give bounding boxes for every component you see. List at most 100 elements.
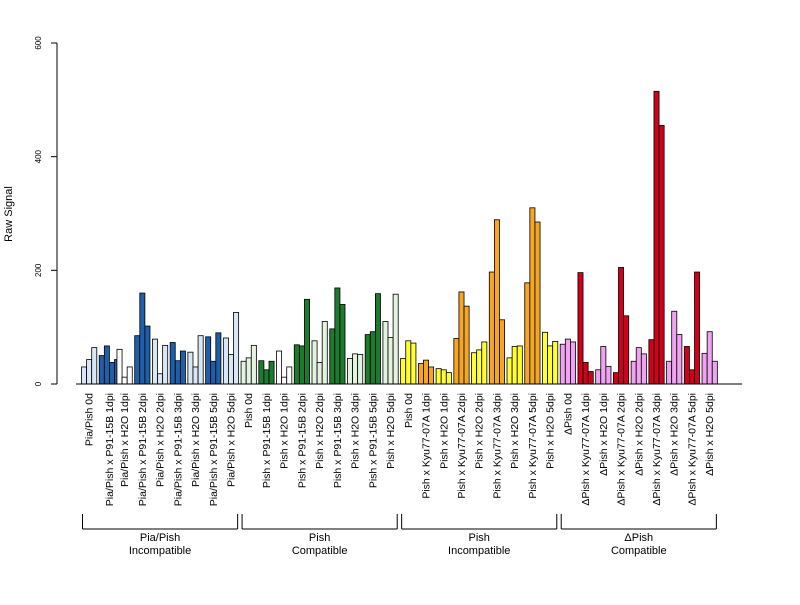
category-label: Pia/Pish x H2O 1dpi [119, 393, 131, 487]
category-label: Pish x H2O 2dpi [314, 393, 326, 469]
bar [506, 357, 513, 385]
bar [179, 350, 186, 385]
bar [250, 344, 257, 385]
bar [304, 298, 310, 385]
bar [311, 340, 318, 385]
category-label: Pia/Pish 0d [84, 393, 96, 446]
category-label: Pish x Kyu77-07A 3dpi [491, 393, 503, 499]
category-label: Pish x P91-15B 5dpi [367, 393, 379, 488]
category-label: ΔPish x H2O 5dpi [704, 393, 716, 476]
bar [582, 362, 589, 385]
bar [91, 347, 98, 385]
bar [481, 341, 488, 385]
bar [240, 360, 247, 385]
bar [98, 355, 105, 385]
bar [564, 338, 571, 385]
bar [694, 271, 701, 385]
category-label: Pia/Pish x H2O 2dpi [155, 393, 167, 487]
bar [121, 376, 128, 385]
y-tick-label: 0 [34, 381, 43, 386]
bar [600, 346, 607, 385]
bar [392, 293, 399, 385]
bar [666, 360, 673, 385]
bar [658, 125, 665, 385]
bar [197, 335, 204, 385]
bar [613, 372, 619, 385]
category-label: Pish x Kyu77-07A 2dpi [456, 393, 468, 499]
bar [711, 360, 718, 385]
category-label: Pish 0d [403, 393, 415, 428]
category-label: Pish x Kyu77-07A 5dpi [527, 393, 539, 499]
bar [116, 348, 123, 385]
category-label: Pia/Pish x H2O 5dpi [225, 393, 237, 487]
category-label: Pish x H2O 3dpi [509, 393, 521, 469]
y-tick-label: 600 [34, 36, 43, 50]
bar [534, 221, 541, 385]
bar [334, 287, 341, 385]
bar [382, 321, 389, 385]
bar [552, 340, 559, 385]
bar [103, 345, 110, 385]
group-label-line2: Incompatible [129, 545, 191, 557]
bar [245, 357, 252, 385]
bar [453, 338, 460, 385]
bar [471, 352, 478, 385]
bar [618, 267, 624, 385]
bar [577, 272, 584, 385]
category-label: Pish x H2O 2dpi [474, 393, 486, 469]
category-label: Pish x P91-15B 2dpi [296, 393, 308, 488]
bar [316, 362, 323, 385]
bar [595, 369, 602, 385]
bar [463, 305, 470, 385]
category-label: Pish x H2O 5dpi [545, 393, 557, 469]
bar [187, 351, 194, 385]
bar [321, 321, 328, 385]
bar [671, 310, 678, 385]
bar [139, 292, 146, 385]
group-label-line1: ΔPish [624, 532, 653, 544]
bar [81, 366, 87, 385]
bar [387, 336, 394, 385]
bar [157, 373, 164, 385]
group-label-line2: Compatible [292, 545, 348, 557]
bar [109, 362, 115, 385]
group-label-line1: Pish [469, 532, 490, 544]
category-label: Pish x H2O 5dpi [385, 393, 397, 469]
category-label: ΔPish x Kyu77-07A 5dpi [686, 393, 698, 506]
category-label: Pish 0d [243, 393, 255, 428]
bar [215, 332, 222, 385]
bar [192, 366, 199, 385]
bar [511, 346, 518, 385]
bar [293, 344, 300, 385]
category-labels: Pia/Pish 0d Pia/Pish x P91-15B 1dpi Pia/Pi… [84, 393, 717, 506]
bar [499, 319, 505, 385]
bar [263, 369, 270, 385]
bar [516, 345, 523, 385]
category-label: ΔPish x Kyu77-07A 3dpi [651, 393, 663, 506]
bar [144, 325, 151, 385]
group-label-line2: Compatible [611, 545, 667, 557]
group-label-line1: Pish [309, 532, 330, 544]
bar [347, 358, 353, 385]
bar [440, 369, 447, 385]
category-label: ΔPish 0d [562, 393, 574, 435]
bar [689, 369, 695, 385]
bar [228, 354, 234, 385]
bar [676, 334, 683, 385]
category-label: ΔPish x H2O 2dpi [633, 393, 645, 476]
bar [162, 344, 169, 385]
bar [400, 358, 407, 385]
bar [339, 304, 346, 385]
category-label: Pia/Pish x P91-15B 5dpi [208, 393, 220, 506]
bar [542, 331, 548, 385]
y-axis: 0 200 400 600 [34, 36, 58, 386]
bar [357, 354, 364, 385]
bar [701, 352, 708, 385]
bar [605, 365, 612, 385]
y-axis-title: Raw Signal [3, 186, 15, 242]
bar [683, 346, 690, 385]
bar [706, 331, 713, 385]
bar [281, 376, 288, 385]
